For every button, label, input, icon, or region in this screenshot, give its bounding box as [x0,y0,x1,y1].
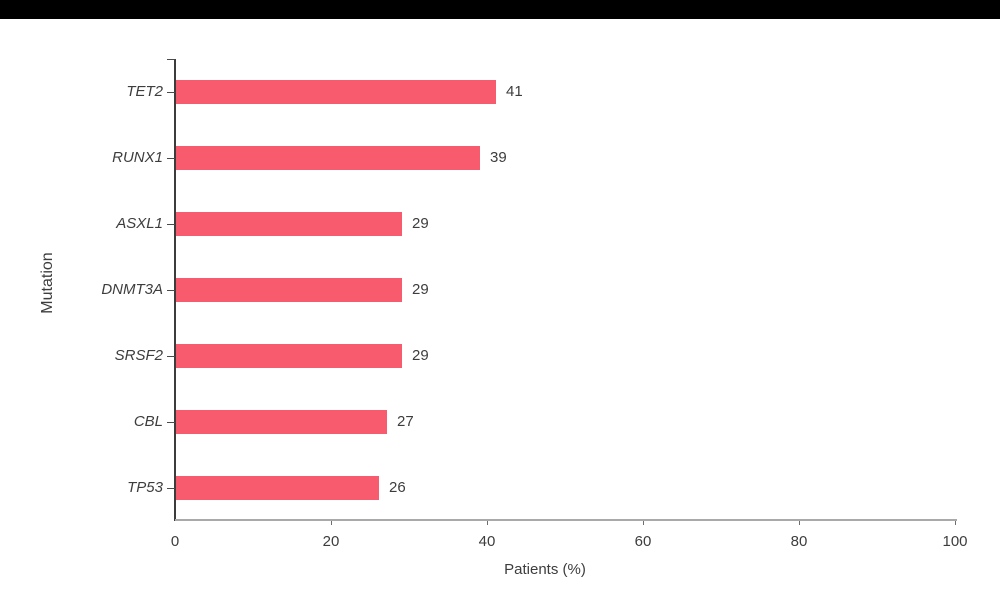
y-axis-tick [167,356,175,357]
x-axis-tick-label: 20 [322,533,340,550]
value-label: 39 [490,149,507,166]
value-label: 41 [506,83,523,100]
value-label: 29 [412,281,429,298]
value-label: 29 [412,215,429,232]
category-label: CBL [133,413,163,430]
bar [176,344,402,368]
y-axis-tick [167,422,175,423]
x-axis-tick [799,521,800,525]
x-axis-tick [487,521,488,525]
y-axis-tick [167,224,175,225]
bar [176,278,402,302]
x-axis-tick [955,521,956,525]
category-label: TET2 [126,83,163,100]
x-axis-tick-label: 0 [170,533,180,550]
value-label: 29 [412,347,429,364]
y-axis-tick [167,290,175,291]
y-axis-end-tick [167,59,175,60]
y-axis-tick [167,158,175,159]
x-axis-tick-label: 60 [634,533,652,550]
value-label: 26 [389,479,406,496]
category-label: DNMT3A [101,281,163,298]
bar [176,146,480,170]
x-axis-tick-label: 80 [790,533,808,550]
x-axis-tick [643,521,644,525]
x-axis-tick-label: 100 [942,533,968,550]
y-axis-line [174,59,176,521]
y-axis-tick [167,488,175,489]
y-axis-title: Mutation [39,252,56,314]
category-label: RUNX1 [112,149,163,166]
category-label: TP53 [127,479,163,496]
x-axis-title: Patients (%) [504,561,586,578]
category-label: ASXL1 [116,215,163,232]
value-label: 27 [397,413,414,430]
bar [176,80,496,104]
bar [176,212,402,236]
top-letterbox-bar [0,0,1000,19]
category-label: SRSF2 [114,347,163,364]
x-axis-line [175,519,957,521]
bar [176,476,379,500]
y-axis-tick [167,92,175,93]
bar [176,410,387,434]
x-axis-tick [331,521,332,525]
x-axis-tick-label: 40 [478,533,496,550]
